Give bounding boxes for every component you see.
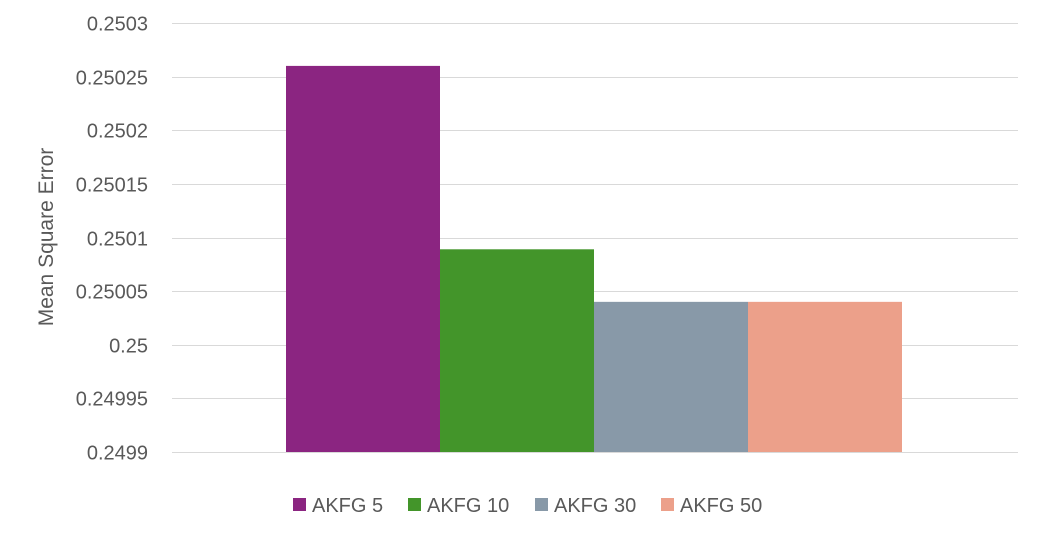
y-tick-label: 0.25015 <box>76 175 148 197</box>
legend-swatch <box>408 498 421 511</box>
legend-label: AKFG 30 <box>554 495 636 517</box>
legend: AKFG 5 AKFG 10 AKFG 30 AKFG 50 <box>293 495 762 517</box>
legend-label: AKFG 50 <box>680 495 762 517</box>
legend-swatch <box>293 498 306 511</box>
bar-akfg-30 <box>594 301 748 452</box>
y-tick-label: 0.2499 <box>87 443 148 465</box>
y-axis-tick-labels: 0.2499 0.24995 0.25 0.25005 0.2501 0.25015 0.2… <box>76 14 148 465</box>
bar-akfg-50 <box>748 301 902 452</box>
bars <box>286 65 902 453</box>
y-tick-label: 0.2503 <box>87 14 148 36</box>
y-tick-label: 0.25005 <box>76 282 148 304</box>
y-tick-label: 0.2501 <box>87 229 148 251</box>
y-tick-label: 0.25 <box>109 336 148 358</box>
bar-akfg-5 <box>286 65 440 453</box>
y-axis-label: Mean Square Error <box>35 148 58 327</box>
legend-label: AKFG 5 <box>312 495 383 517</box>
y-tick-label: 0.24995 <box>76 389 148 411</box>
legend-swatch <box>535 498 548 511</box>
bar-akfg-10 <box>440 249 594 452</box>
legend-swatch <box>661 498 674 511</box>
legend-label: AKFG 10 <box>427 495 509 517</box>
y-tick-label: 0.25025 <box>76 68 148 90</box>
y-tick-label: 0.2502 <box>87 121 148 143</box>
